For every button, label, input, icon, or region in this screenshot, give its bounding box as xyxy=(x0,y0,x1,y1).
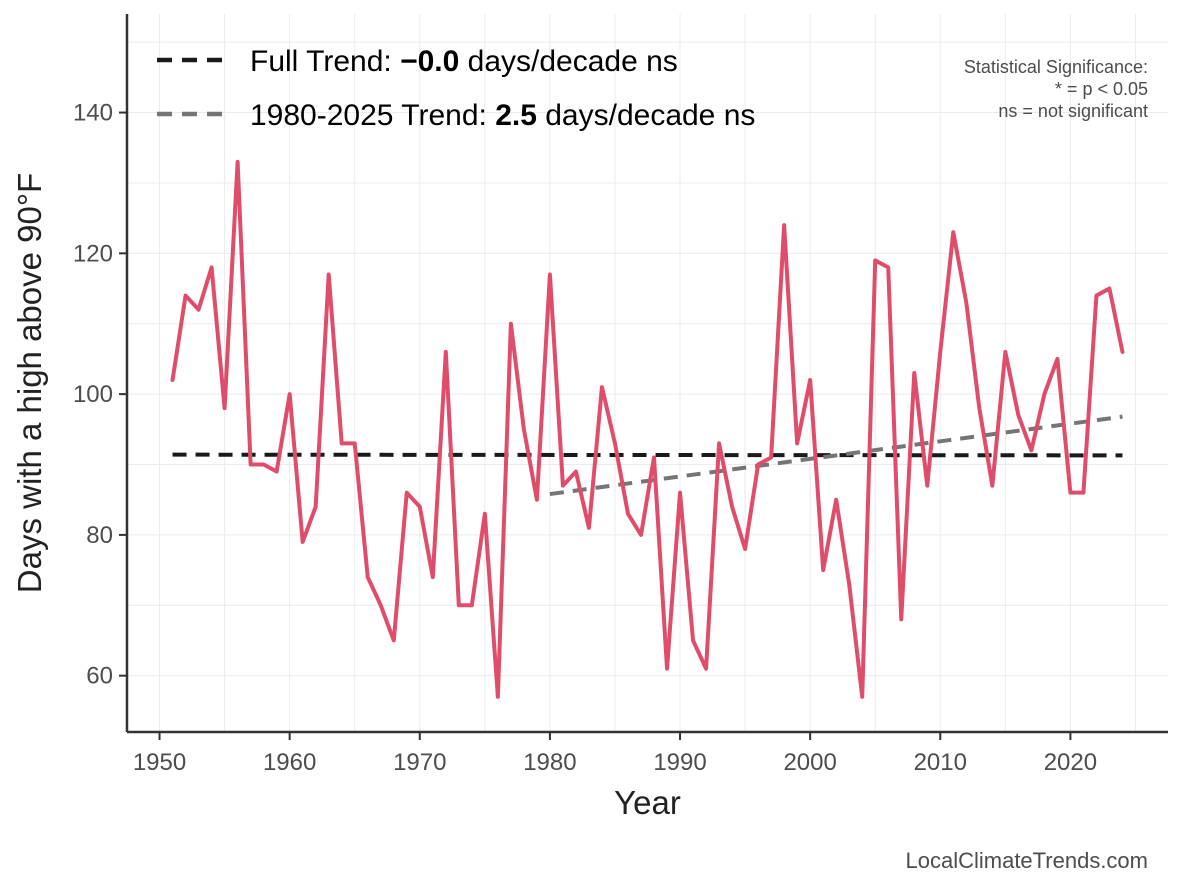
y-tick-label: 60 xyxy=(86,663,113,690)
source-credit: LocalClimateTrends.com xyxy=(906,848,1149,873)
legend-value-recent-trend: 2.5 xyxy=(495,99,537,132)
legend-label-full-trend: Full Trend: −0.0 days/decade ns xyxy=(250,45,678,78)
legend-value-full-trend: −0.0 xyxy=(400,45,459,78)
significance-title: Statistical Significance: xyxy=(964,57,1148,77)
y-axis-title: Days with a high above 90°F xyxy=(11,173,48,593)
significance-threshold: * = p < 0.05 xyxy=(1055,79,1148,99)
axes xyxy=(125,14,1168,734)
y-tick-label: 120 xyxy=(73,240,113,267)
legend-suffix-recent-trend: days/decade ns xyxy=(537,99,755,132)
x-tick-label: 2020 xyxy=(1044,749,1097,776)
y-tick-label: 100 xyxy=(73,381,113,408)
legend-item-recent-trend: 1980-2025 Trend: 2.5 days/decade ns xyxy=(157,99,755,132)
x-tick-label: 1950 xyxy=(133,749,186,776)
days-above-90f-line xyxy=(170,159,1125,699)
x-tick-label: 1960 xyxy=(263,749,316,776)
legend: Full Trend: −0.0 days/decade ns 1980-202… xyxy=(157,45,755,132)
gridlines xyxy=(127,14,1168,732)
recent-trend-line xyxy=(549,414,1123,497)
trend-lines xyxy=(172,414,1123,497)
y-tick-label: 140 xyxy=(73,100,113,127)
x-tick-label: 1970 xyxy=(393,749,446,776)
x-tick-label: 1980 xyxy=(523,749,576,776)
significance-ns-note: ns = not significant xyxy=(998,101,1148,121)
legend-prefix-recent-trend: 1980-2025 Trend: xyxy=(250,99,495,132)
x-tick-label: 1990 xyxy=(653,749,706,776)
x-tick-label: 2010 xyxy=(914,749,967,776)
legend-item-full-trend: Full Trend: −0.0 days/decade ns xyxy=(157,45,678,78)
full-trend-line xyxy=(172,452,1123,458)
significance-annotation: Statistical Significance: * = p < 0.05 n… xyxy=(964,57,1148,121)
x-tick-label: 2000 xyxy=(783,749,836,776)
axis-ticks: 1950 1960 1970 1980 1990 2000 2010 2020 60 80 100 1… xyxy=(73,100,1097,776)
legend-label-recent-trend: 1980-2025 Trend: 2.5 days/decade ns xyxy=(250,99,755,132)
x-axis-title: Year xyxy=(614,784,681,821)
y-tick-label: 80 xyxy=(86,522,113,549)
legend-prefix-full-trend: Full Trend: xyxy=(250,45,400,78)
data-series xyxy=(170,159,1125,699)
legend-suffix-full-trend: days/decade ns xyxy=(459,45,677,78)
